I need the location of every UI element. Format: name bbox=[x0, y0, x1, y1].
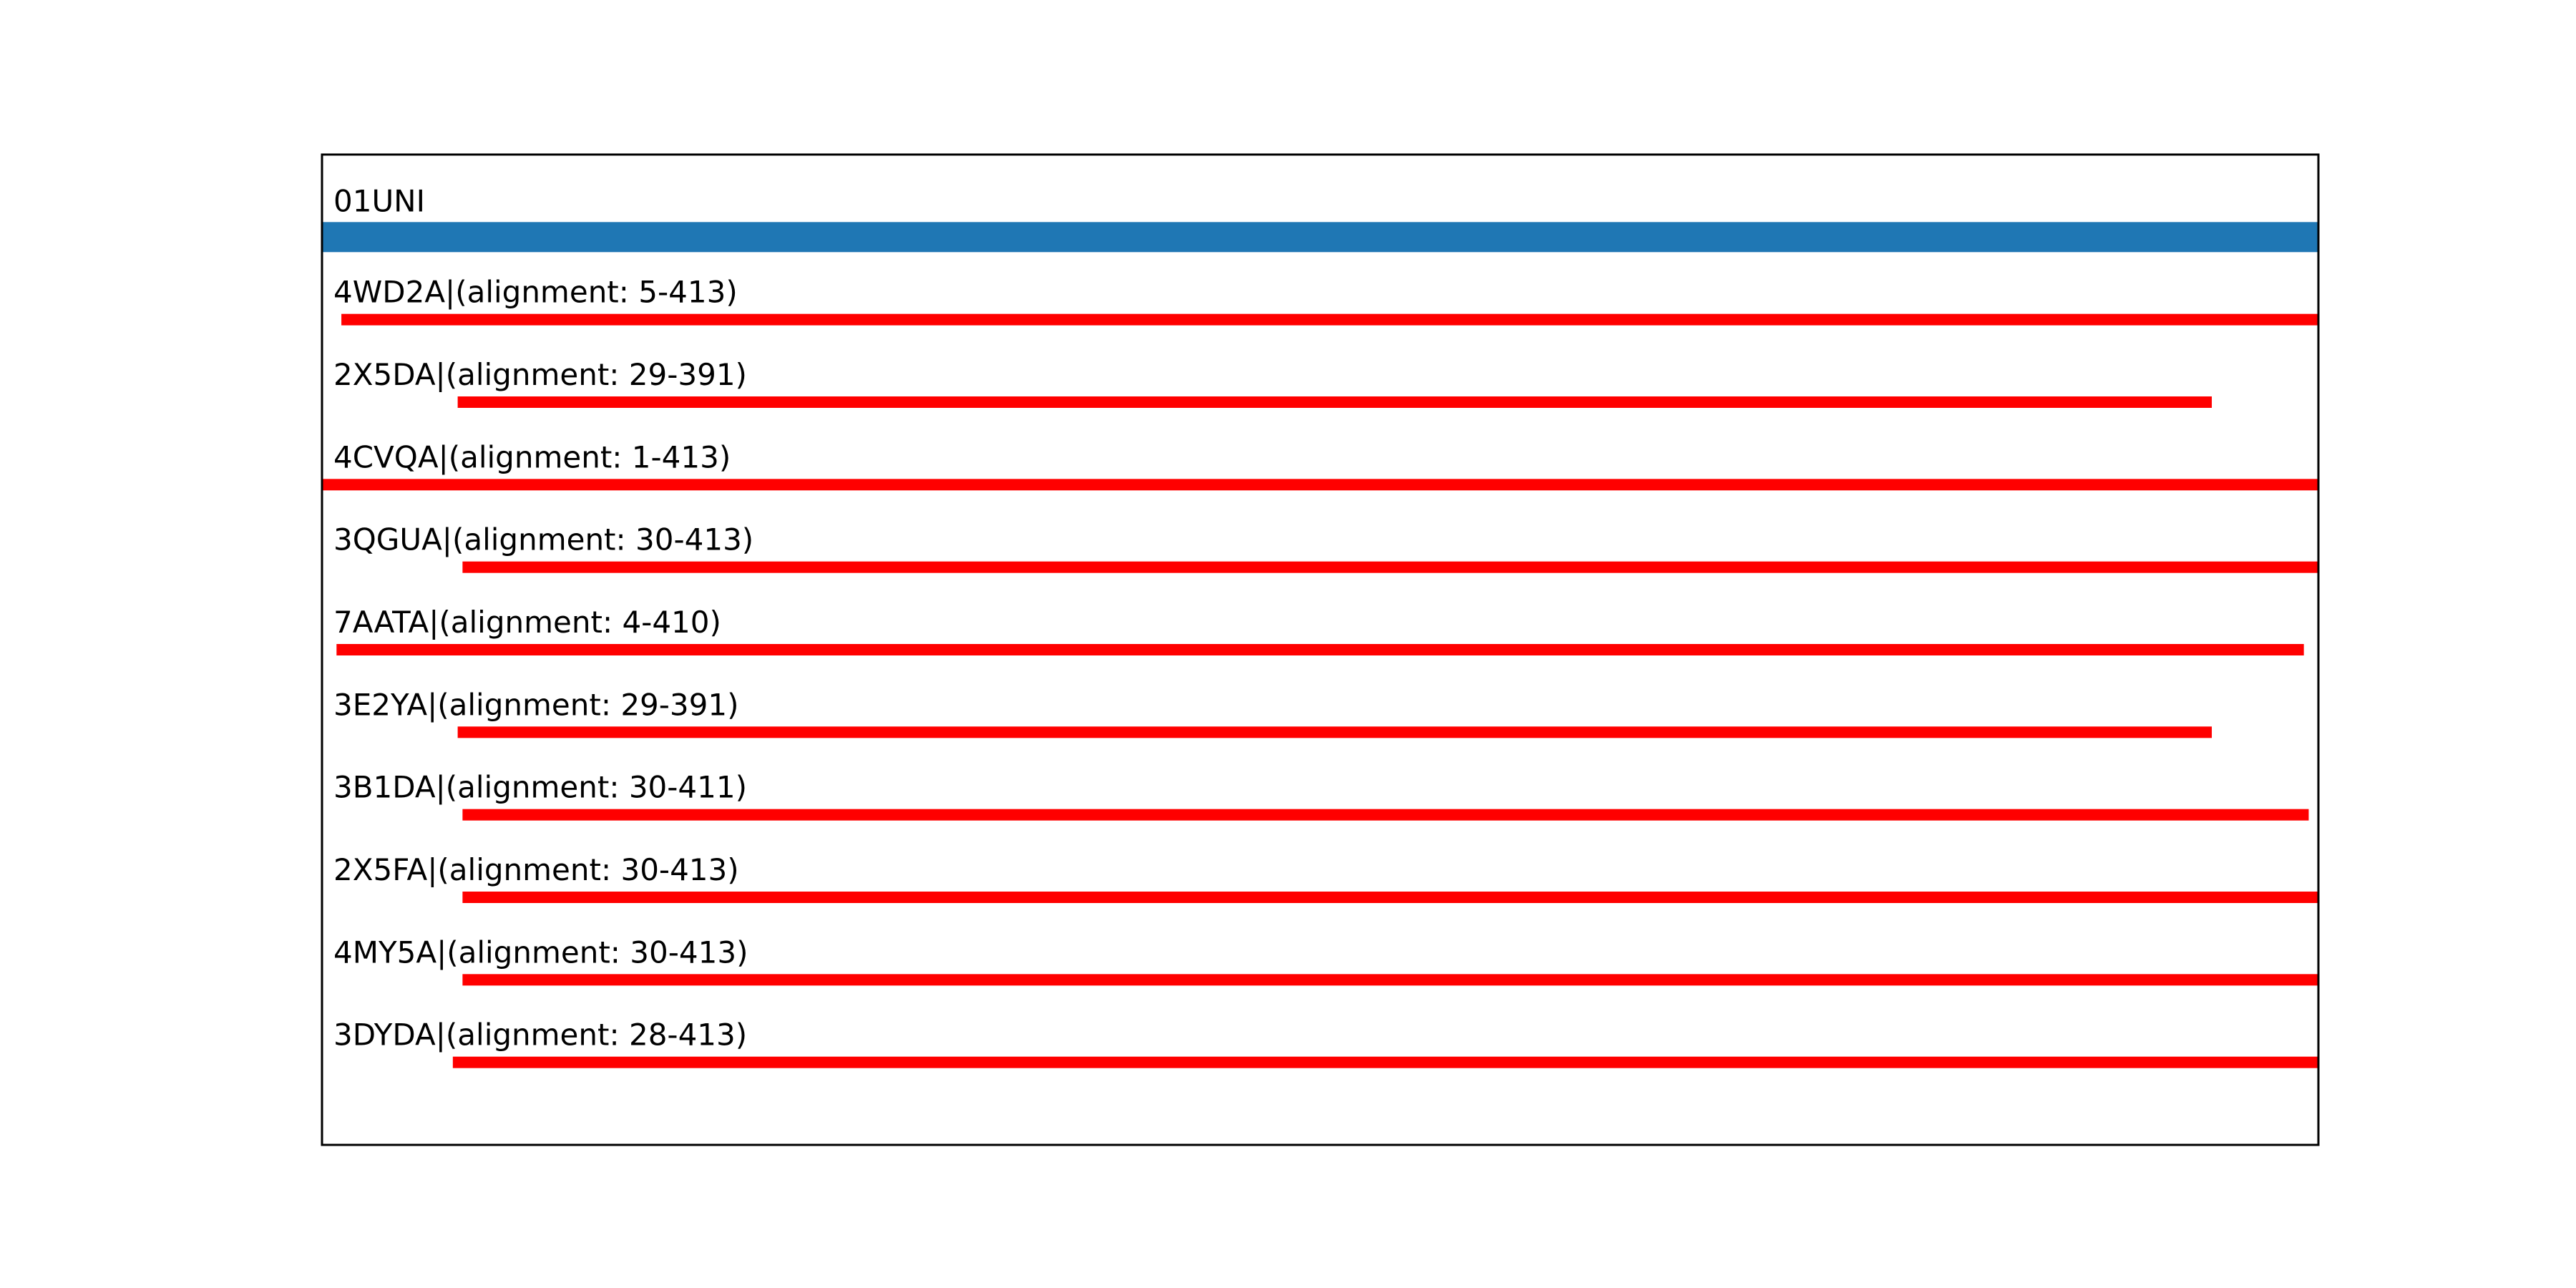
alignment-6-label: 3E2YA|(alignment: 29-391) bbox=[333, 687, 739, 722]
alignment-1-bar bbox=[341, 313, 2318, 326]
alignment-8-label: 2X5FA|(alignment: 30-413) bbox=[333, 852, 739, 887]
alignment-2-bar bbox=[457, 396, 2212, 408]
alignment-7-bar bbox=[462, 809, 2309, 821]
alignment-5-label: 7AATA|(alignment: 4-410) bbox=[333, 605, 721, 640]
alignment-5-bar bbox=[336, 644, 2304, 655]
alignment-9-bar bbox=[462, 974, 2318, 986]
alignment-10-label: 3DYDA|(alignment: 28-413) bbox=[333, 1018, 747, 1053]
alignment-6-bar bbox=[457, 726, 2212, 738]
reference-label: 01UNI bbox=[333, 183, 425, 218]
alignment-4-label: 3QGUA|(alignment: 30-413) bbox=[333, 522, 753, 557]
alignment-10-bar bbox=[452, 1056, 2318, 1068]
alignment-3-label: 4CVQA|(alignment: 1-413) bbox=[333, 439, 731, 474]
alignment-9-label: 4MY5A|(alignment: 30-413) bbox=[333, 935, 748, 970]
reference-bar bbox=[322, 222, 2318, 253]
axes-frame bbox=[321, 153, 2320, 1146]
alignment-7-label: 3B1DA|(alignment: 30-411) bbox=[333, 770, 747, 805]
alignment-8-bar bbox=[462, 892, 2318, 903]
alignment-2-label: 2X5DA|(alignment: 29-391) bbox=[333, 357, 747, 392]
chart-marks: 01UNI 4WD2A|(alignment: 5-413) 2X5DA|(alig… bbox=[322, 183, 2318, 1068]
alignment-3-bar bbox=[322, 479, 2318, 491]
alignment-1-label: 4WD2A|(alignment: 5-413) bbox=[333, 275, 738, 310]
alignment-4-bar bbox=[462, 561, 2318, 573]
